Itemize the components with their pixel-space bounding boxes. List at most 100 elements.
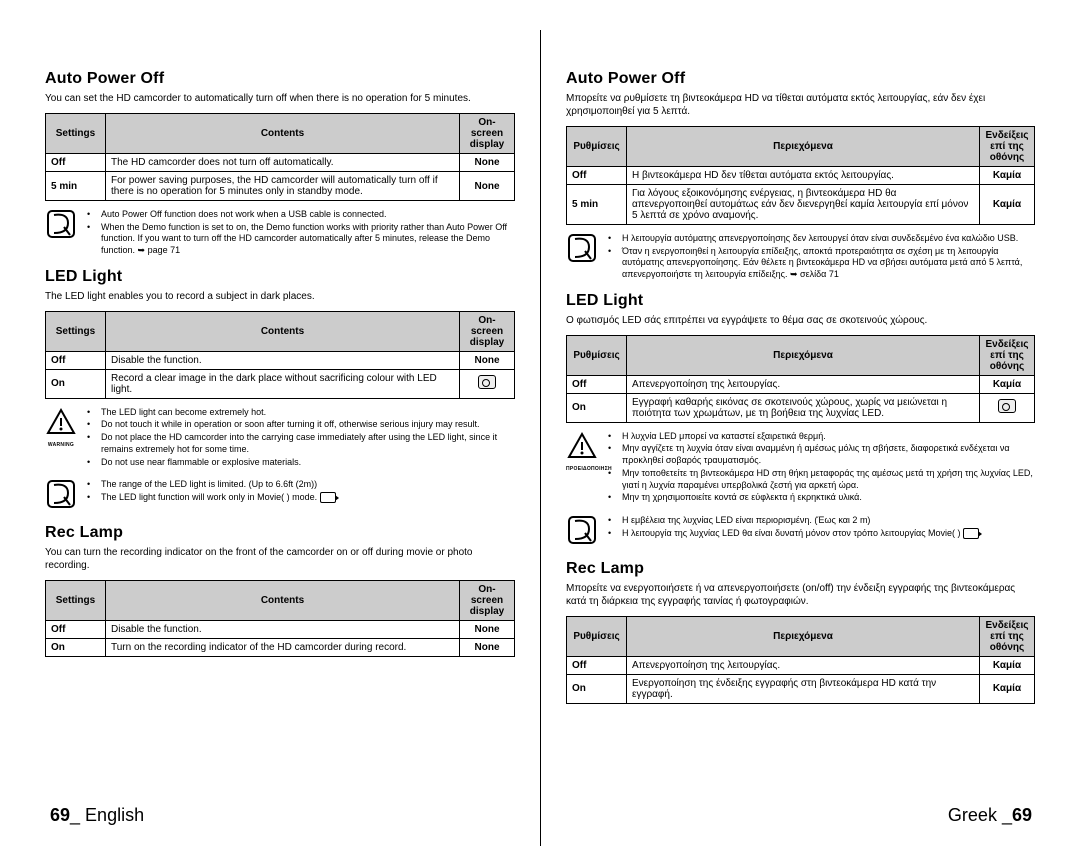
manual-page-spread: Auto Power Off You can set the HD camcor… <box>0 0 1080 866</box>
warning-item: Do not place the HD camcorder into the c… <box>87 432 515 455</box>
cell-setting: Off <box>567 656 627 674</box>
cell-setting: On <box>567 674 627 703</box>
cell-content: Απενεργοποίηση της λειτουργίας. <box>627 656 980 674</box>
settings-table: Settings Contents On-screen display Off … <box>45 113 515 201</box>
cell-display: Καμία <box>980 656 1035 674</box>
warning-label: ΠΡΟΕΙΔΟΠΟΙΗΣΗ <box>566 466 598 472</box>
cell-display: Καμία <box>980 167 1035 185</box>
th-settings: Ρυθμίσεις <box>567 127 627 167</box>
cell-display: None <box>460 621 515 639</box>
section-desc: You can turn the recording indicator on … <box>45 546 515 572</box>
note-item: Η λειτουργία της λυχνίας LED θα είναι δυ… <box>608 528 1035 540</box>
cell-setting: On <box>567 393 627 422</box>
warning-note: ΠΡΟΕΙΔΟΠΟΙΗΣΗ Η λυχνία LED μπορεί να κατ… <box>566 431 1035 505</box>
cell-display <box>460 369 515 398</box>
cell-setting: 5 min <box>567 185 627 225</box>
cell-content: Η βιντεοκάμερα HD δεν τίθεται αυτόματα ε… <box>627 167 980 185</box>
th-display: Ενδείξεις επί της οθόνης <box>980 616 1035 656</box>
page-footer-left: 69_ English <box>50 805 144 826</box>
section-title: Auto Power Off <box>566 70 1035 88</box>
cell-display: None <box>460 351 515 369</box>
settings-table: Ρυθμίσεις Περιεχόμενα Ενδείξεις επί της … <box>566 616 1035 704</box>
th-settings: Ρυθμίσεις <box>567 335 627 375</box>
section-desc: Μπορείτε να ρυθμίσετε τη βιντεοκάμερα HD… <box>566 92 1035 118</box>
cell-content: Record a clear image in the dark place w… <box>106 369 460 398</box>
cell-content: Ενεργοποίηση της ένδειξης εγγραφής στη β… <box>627 674 980 703</box>
note-item: The range of the LED light is limited. (… <box>87 479 515 491</box>
table-row: Off Disable the function. None <box>46 621 515 639</box>
cell-setting: 5 min <box>46 172 106 201</box>
warning-item: Η λυχνία LED μπορεί να καταστεί εξαιρετι… <box>608 431 1035 443</box>
warning-item: The LED light can become extremely hot. <box>87 407 515 419</box>
th-display: On-screen display <box>460 311 515 351</box>
section-title: Rec Lamp <box>566 560 1035 578</box>
cell-content: Disable the function. <box>106 621 460 639</box>
cell-content: The HD camcorder does not turn off autom… <box>106 154 460 172</box>
note-item: Auto Power Off function does not work wh… <box>87 209 515 221</box>
movie-mode-icon <box>320 492 336 503</box>
cell-setting: Off <box>567 375 627 393</box>
cell-display: Καμία <box>980 185 1035 225</box>
table-row: Off Απενεργοποίηση της λειτουργίας. Καμί… <box>567 656 1035 674</box>
section-desc: Μπορείτε να ενεργοποιήσετε ή να απενεργο… <box>566 582 1035 608</box>
note-icon <box>45 209 77 244</box>
note-item: Η λειτουργία αυτόματης απενεργοποίησης δ… <box>608 233 1035 245</box>
warning-item: Do not use near flammable or explosive m… <box>87 457 515 469</box>
cell-display: Καμία <box>980 674 1035 703</box>
table-row: On Εγγραφή καθαρής εικόνας σε σκοτεινούς… <box>567 393 1035 422</box>
section-title: LED Light <box>566 292 1035 310</box>
th-display: On-screen display <box>460 581 515 621</box>
cell-display <box>980 393 1035 422</box>
th-contents: Περιεχόμενα <box>627 335 980 375</box>
th-contents: Contents <box>106 311 460 351</box>
th-contents: Contents <box>106 114 460 154</box>
cell-content: Απενεργοποίηση της λειτουργίας. <box>627 375 980 393</box>
note-list: Η λειτουργία αυτόματης απενεργοποίησης δ… <box>608 233 1035 282</box>
th-settings: Ρυθμίσεις <box>567 616 627 656</box>
page-footer-right: Greek _69 <box>948 805 1032 826</box>
cell-setting: Off <box>46 621 106 639</box>
section-title: Rec Lamp <box>45 524 515 542</box>
section-desc: Ο φωτισμός LED σάς επιτρέπει να εγγράψετ… <box>566 314 1035 327</box>
page-number: 69 <box>1012 805 1032 825</box>
cell-display: Καμία <box>980 375 1035 393</box>
note-icon <box>566 515 598 550</box>
warning-list: Η λυχνία LED μπορεί να καταστεί εξαιρετι… <box>608 431 1035 505</box>
warning-item: Μην αγγίζετε τη λυχνία όταν είναι αναμμέ… <box>608 443 1035 466</box>
table-row: Off Disable the function. None <box>46 351 515 369</box>
cell-display: None <box>460 154 515 172</box>
note-item: When the Demo function is set to on, the… <box>87 222 515 257</box>
th-settings: Settings <box>46 114 106 154</box>
th-contents: Περιεχόμενα <box>627 127 980 167</box>
th-display: Ενδείξεις επί της οθόνης <box>980 335 1035 375</box>
cell-content: Για λόγους εξοικονόμησης ενέργειας, η βι… <box>627 185 980 225</box>
cell-content: For power saving purposes, the HD camcor… <box>106 172 460 201</box>
settings-table: Settings Contents On-screen display Off … <box>45 311 515 399</box>
table-row: Off Η βιντεοκάμερα HD δεν τίθεται αυτόμα… <box>567 167 1035 185</box>
cell-setting: Off <box>46 351 106 369</box>
page-lang: Greek <box>948 805 997 825</box>
info-note: Auto Power Off function does not work wh… <box>45 209 515 258</box>
led-osd-icon <box>998 399 1016 413</box>
th-settings: Settings <box>46 311 106 351</box>
warning-item: Μην τοποθετείτε τη βιντεοκάμερα HD στη θ… <box>608 468 1035 491</box>
th-contents: Contents <box>106 581 460 621</box>
table-row: On Turn on the recording indicator of th… <box>46 639 515 657</box>
table-row: Off Απενεργοποίηση της λειτουργίας. Καμί… <box>567 375 1035 393</box>
cell-content: Εγγραφή καθαρής εικόνας σε σκοτεινούς χώ… <box>627 393 980 422</box>
note-list: The range of the LED light is limited. (… <box>87 479 515 504</box>
cell-setting: On <box>46 369 106 398</box>
warning-list: The LED light can become extremely hot. … <box>87 407 515 469</box>
th-display: On-screen display <box>460 114 515 154</box>
th-settings: Settings <box>46 581 106 621</box>
note-icon <box>45 479 77 514</box>
table-row: 5 min Για λόγους εξοικονόμησης ενέργειας… <box>567 185 1035 225</box>
info-note: The range of the LED light is limited. (… <box>45 479 515 514</box>
page-lang: English <box>85 805 144 825</box>
note-item: The LED light function will work only in… <box>87 492 515 504</box>
cell-setting: On <box>46 639 106 657</box>
left-column-english: Auto Power Off You can set the HD camcor… <box>20 30 540 846</box>
settings-table: Settings Contents On-screen display Off … <box>45 580 515 657</box>
led-osd-icon <box>478 375 496 389</box>
section-desc: The LED light enables you to record a su… <box>45 290 515 303</box>
